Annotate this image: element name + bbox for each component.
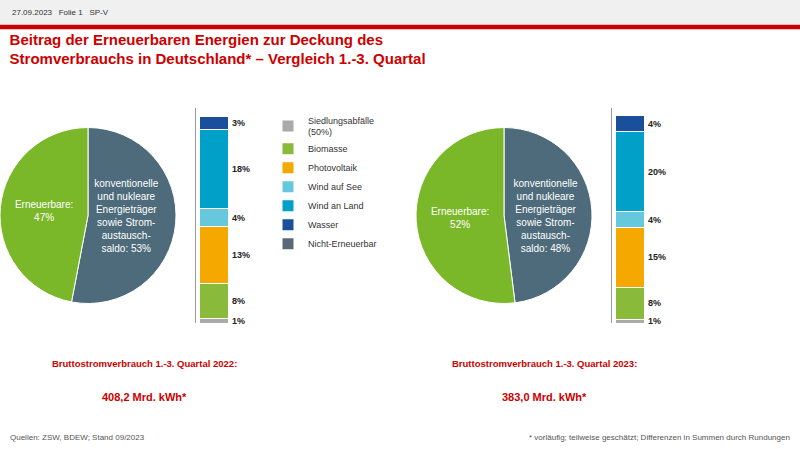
svg-text:4%: 4%: [648, 215, 661, 225]
svg-text:1%: 1%: [648, 316, 661, 326]
svg-text:Beitrag der Erneuerbaren Energ: Beitrag der Erneuerbaren Energien zur De…: [10, 31, 426, 68]
svg-text:408,2 Mrd. kWh*: 408,2 Mrd. kWh*: [102, 391, 187, 403]
svg-text:Bruttostromverbrauch 1.-3. Qua: Bruttostromverbrauch 1.-3. Quartal 2022:: [52, 358, 237, 369]
svg-text:Wind auf See: Wind auf See: [308, 182, 362, 192]
svg-text:4%: 4%: [648, 119, 661, 129]
svg-text:Erneuerbare:52%: Erneuerbare:52%: [431, 206, 489, 230]
svg-text:15%: 15%: [648, 252, 666, 262]
svg-text:Erneuerbare:47%: Erneuerbare:47%: [15, 199, 73, 223]
svg-text:Wasser: Wasser: [308, 220, 338, 230]
svg-text:Wind an Land: Wind an Land: [308, 201, 364, 211]
svg-text:8%: 8%: [232, 296, 245, 306]
svg-text:Siedlungsabfälle(50%): Siedlungsabfälle(50%): [308, 116, 374, 138]
svg-text:8%: 8%: [648, 298, 661, 308]
svg-text:18%: 18%: [232, 164, 250, 174]
svg-text:konventionelleund nukleareEner: konventionelleund nukleareEnergieträgers…: [514, 178, 578, 254]
svg-text:Nicht-Erneuerbar: Nicht-Erneuerbar: [308, 239, 377, 249]
svg-text:13%: 13%: [232, 250, 250, 260]
svg-text:383,0 Mrd. kWh*: 383,0 Mrd. kWh*: [502, 391, 587, 403]
svg-text:1%: 1%: [232, 316, 245, 326]
svg-text:Quellen: ZSW, BDEW; Stand 09/2: Quellen: ZSW, BDEW; Stand 09/2023: [10, 433, 145, 442]
svg-text:27.09.2023 Folie 1 SP-V: 27.09.2023 Folie 1 SP-V: [12, 8, 109, 17]
svg-text:Bruttostromverbrauch 1.-3. Qua: Bruttostromverbrauch 1.-3. Quartal 2023:: [452, 358, 637, 369]
svg-text:* vorläufig; teilweise geschät: * vorläufig; teilweise geschätzt; Differ…: [529, 433, 790, 442]
svg-text:20%: 20%: [648, 167, 666, 177]
svg-text:Photovoltaik: Photovoltaik: [308, 163, 358, 173]
svg-text:konventionelleund nukleareEner: konventionelleund nukleareEnergieträgers…: [94, 178, 158, 254]
svg-text:Biomasse: Biomasse: [308, 144, 348, 154]
svg-text:3%: 3%: [232, 118, 245, 128]
svg-text:4%: 4%: [232, 213, 245, 223]
